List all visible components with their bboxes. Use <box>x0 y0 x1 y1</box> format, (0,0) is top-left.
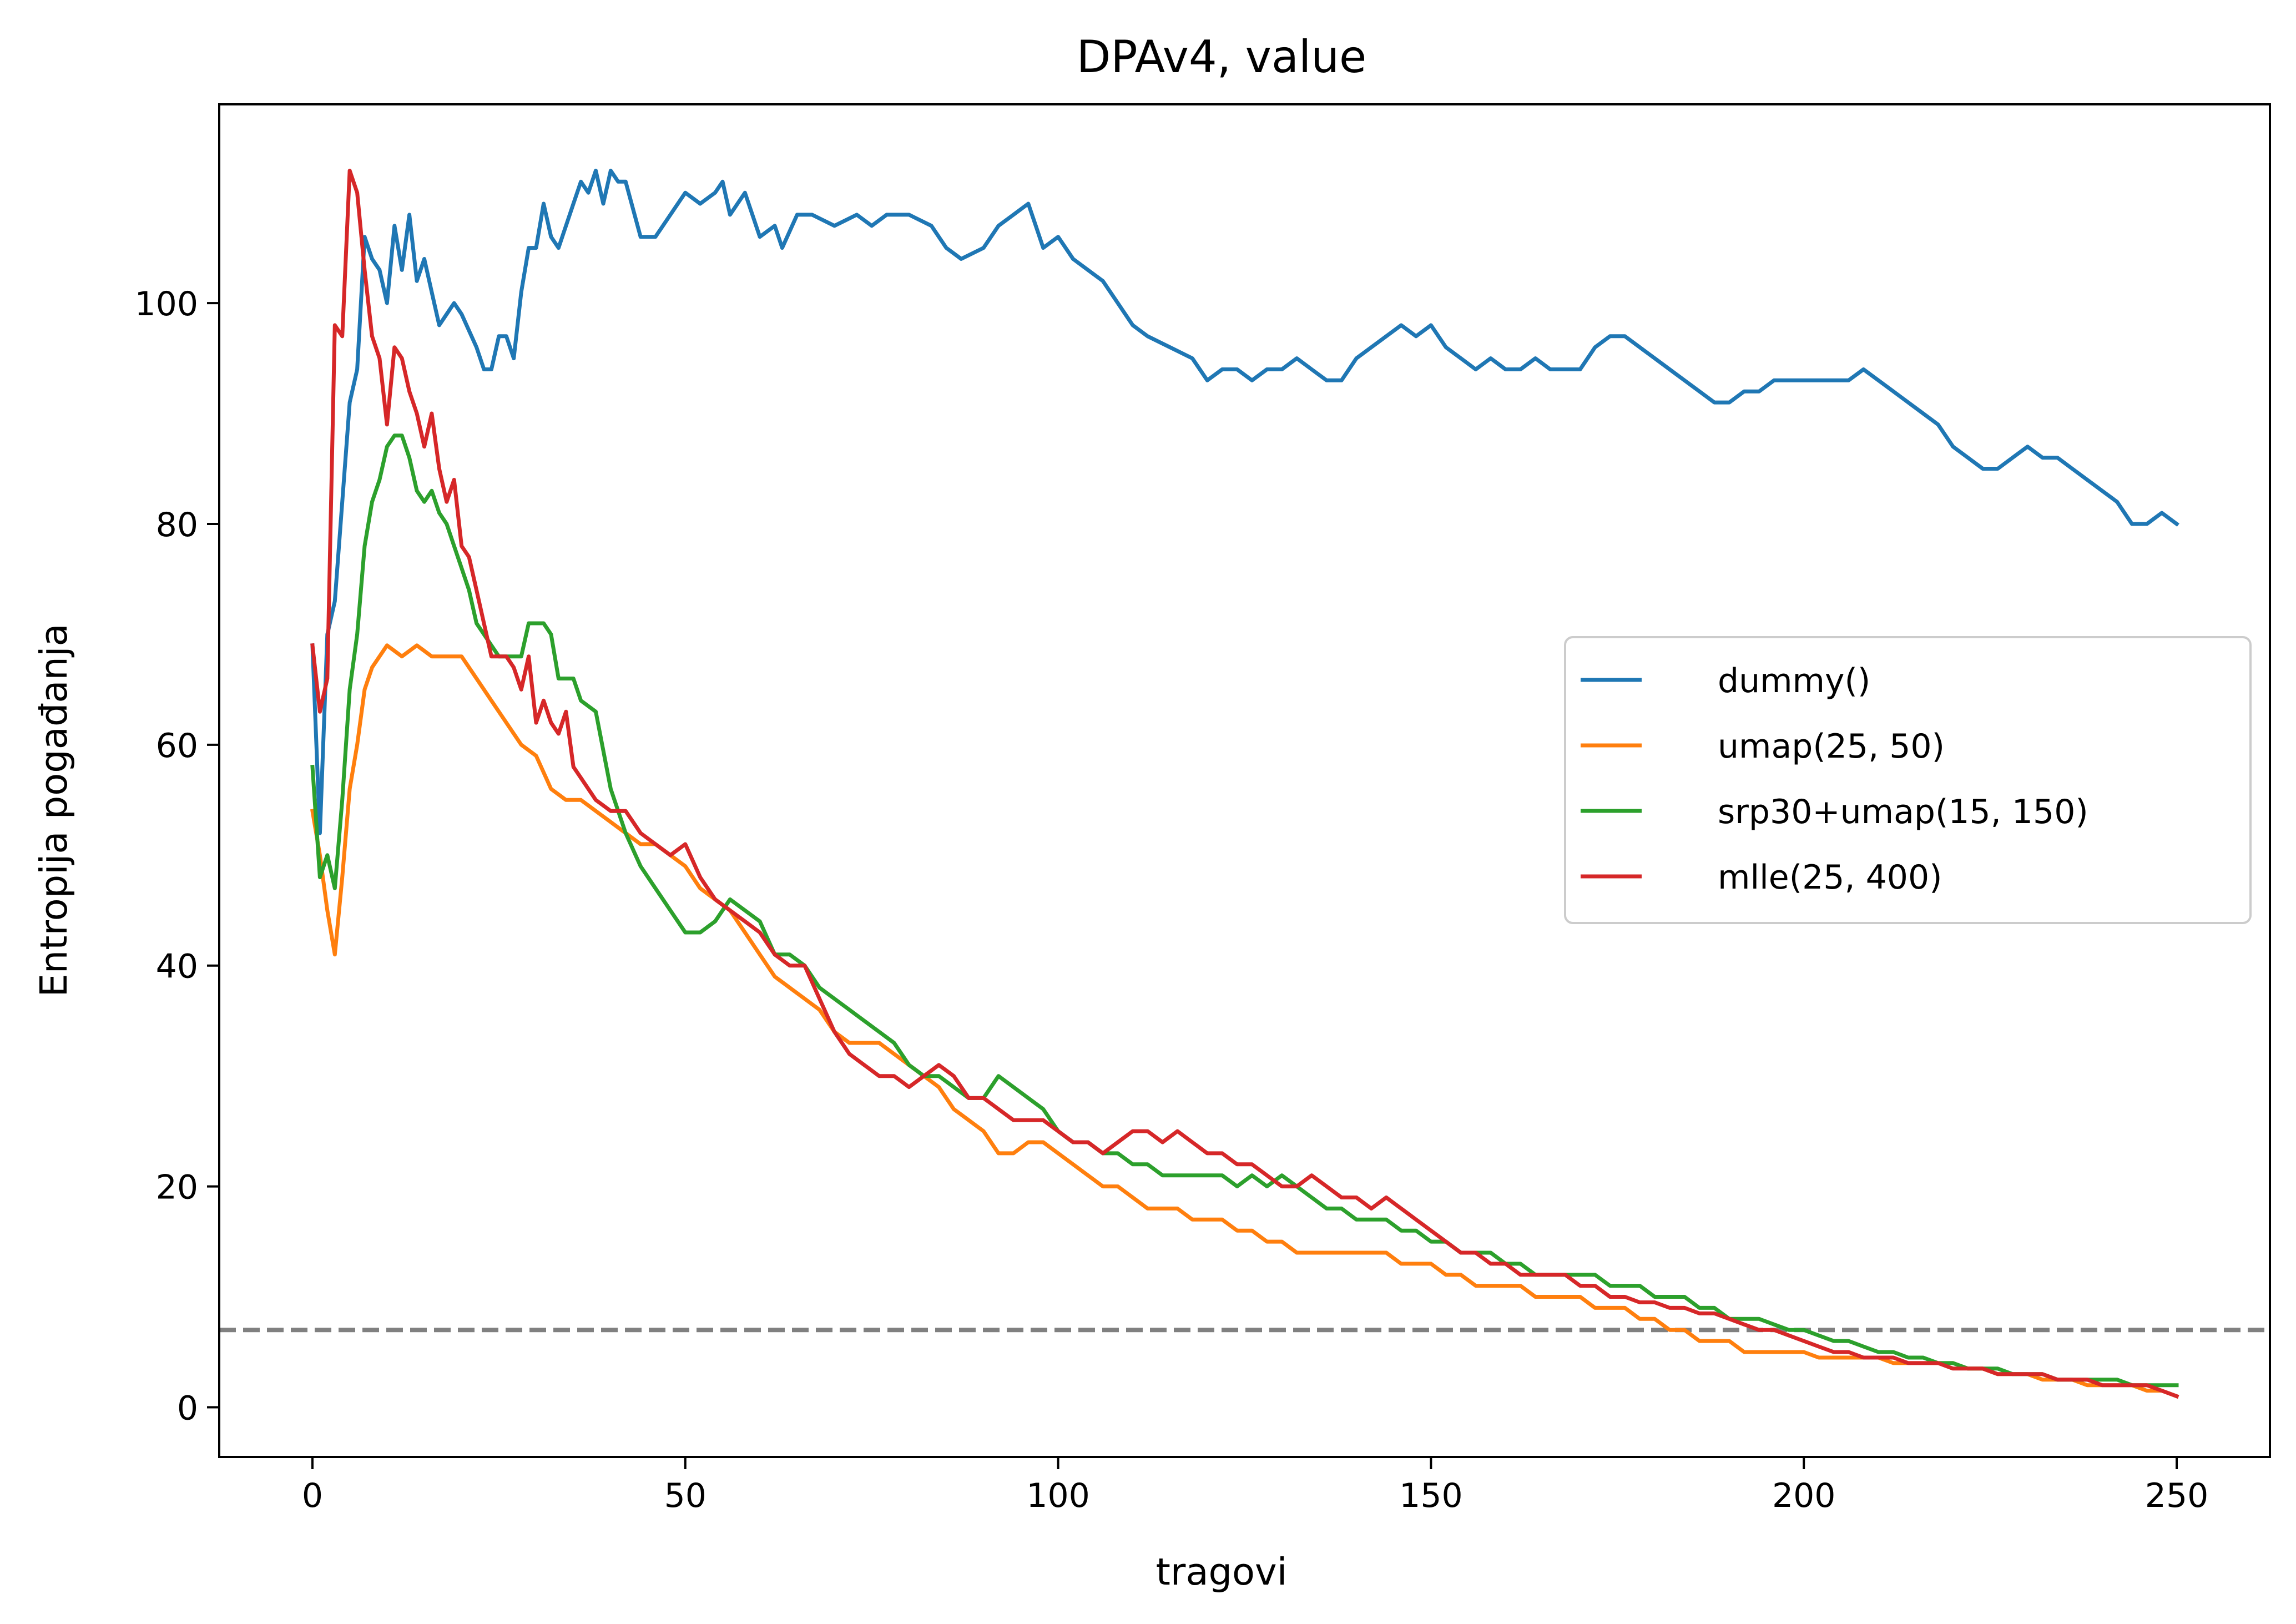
y-tick-label-40: 40 <box>156 947 198 986</box>
axes-layer: 0 50 100 150 200 250 0 20 40 60 80 100 <box>134 103 2271 1515</box>
legend-label-3: srp30+umap(15, 150) <box>1718 793 2088 831</box>
legend-label-2: umap(25, 50) <box>1718 727 1945 766</box>
legend-box <box>1564 636 2252 924</box>
x-tick-label-50: 50 <box>664 1476 707 1515</box>
series-line-4 <box>310 168 2179 1399</box>
chart-title: DPAv4, value <box>1077 31 1366 83</box>
x-tick-label-100: 100 <box>1026 1476 1090 1515</box>
x-tick-label-250: 250 <box>2145 1476 2209 1515</box>
x-tick-label-150: 150 <box>1399 1476 1463 1515</box>
series-line-2 <box>310 643 2179 1399</box>
legend-label-1: dummy() <box>1718 662 1870 700</box>
series-line-1 <box>310 168 2179 835</box>
x-tick-label-200: 200 <box>1772 1476 1836 1515</box>
y-axis-label: Entropija pogađanja <box>32 623 75 997</box>
legend: dummy() umap(25, 50) srp30+umap(15, 150) ml… <box>1564 636 2252 924</box>
y-tick-label-100: 100 <box>134 285 198 324</box>
x-axis-label: tragovi <box>1156 1550 1288 1593</box>
x-tick-label-0: 0 <box>302 1476 323 1515</box>
legend-label-4: mlle(25, 400) <box>1718 858 1942 897</box>
y-tick-label-20: 20 <box>156 1168 198 1207</box>
plot-frame <box>218 103 2271 1458</box>
y-tick-label-0: 0 <box>177 1389 198 1428</box>
y-tick-label-80: 80 <box>156 506 198 544</box>
series-layer <box>310 168 2179 1399</box>
y-tick-label-60: 60 <box>156 727 198 765</box>
